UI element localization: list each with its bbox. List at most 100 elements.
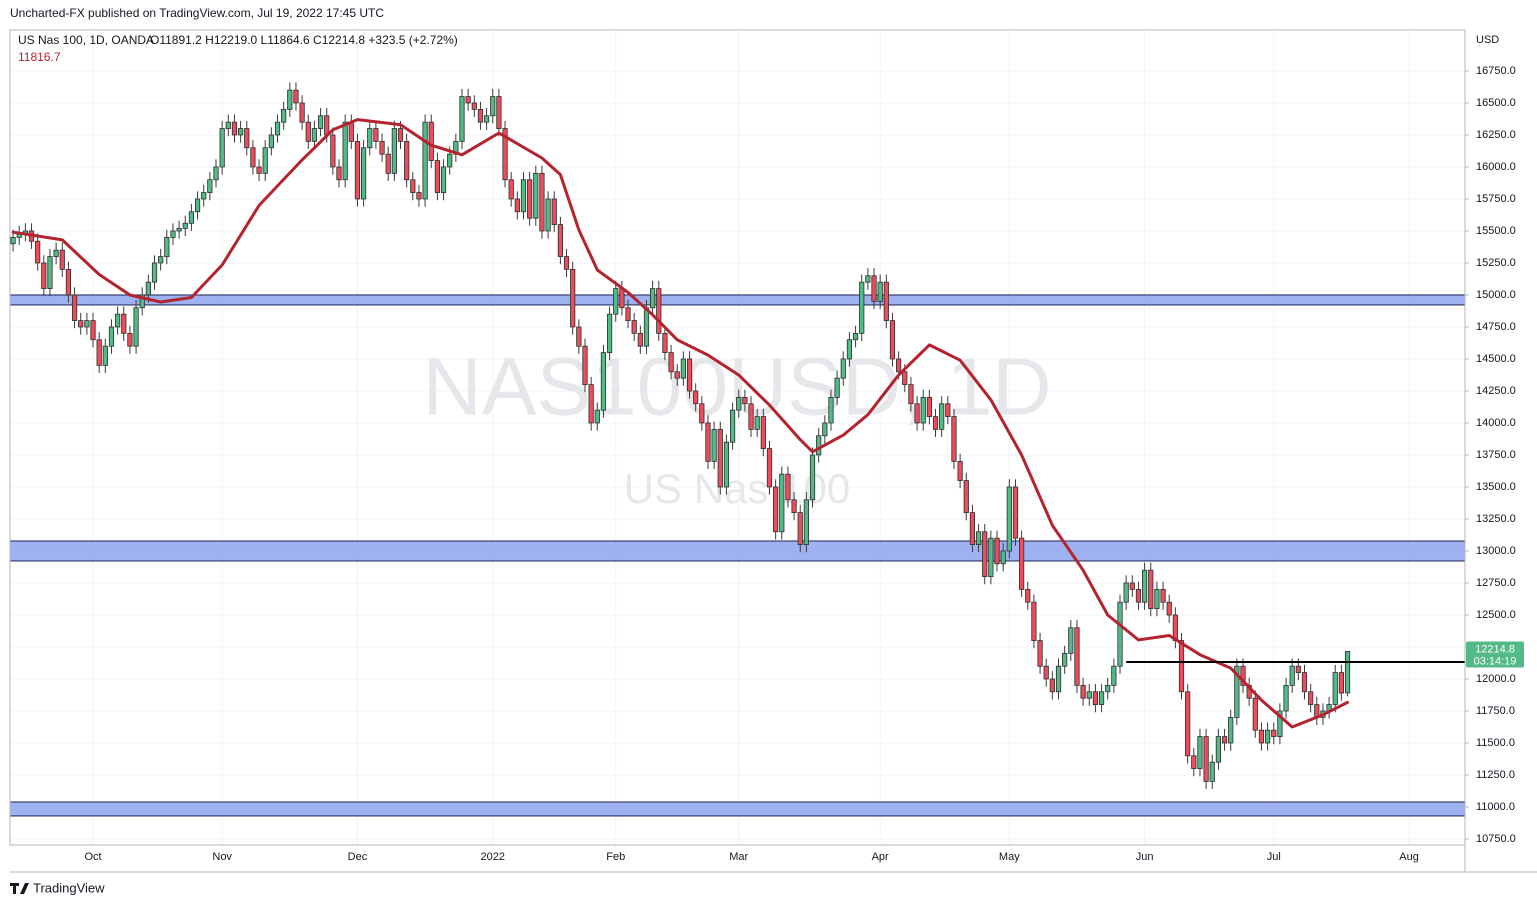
- candle-body: [1129, 582, 1135, 590]
- candle-body: [557, 224, 563, 257]
- candle-body: [139, 294, 145, 309]
- candle-body: [1252, 697, 1258, 731]
- candle-body: [686, 358, 693, 392]
- candle-body: [969, 512, 976, 545]
- candle-body: [693, 390, 699, 405]
- candle-body: [545, 198, 551, 232]
- candle-body: [932, 416, 939, 430]
- support-resistance-zone: [9, 294, 1466, 306]
- candle-body: [361, 147, 367, 200]
- candle-body: [1154, 588, 1160, 609]
- candle-body: [957, 460, 963, 481]
- y-tick-label: 13250.0: [1476, 513, 1516, 525]
- y-tick-label: 10750.0: [1476, 833, 1516, 845]
- y-tick-label: 16000.0: [1476, 161, 1516, 173]
- currency-label: USD: [1476, 34, 1499, 46]
- candle-body: [496, 96, 502, 129]
- candle-body: [1055, 665, 1062, 693]
- candle-body: [539, 172, 545, 232]
- candle-body: [1221, 736, 1228, 744]
- candle-body: [742, 396, 748, 405]
- candle-body: [975, 531, 982, 545]
- candle-body: [748, 403, 754, 430]
- ma-value: 11816.7: [18, 50, 61, 64]
- candle-body: [619, 288, 625, 309]
- candle-body: [176, 228, 182, 232]
- candle-body: [262, 147, 268, 174]
- candle-body: [723, 441, 730, 488]
- candle-body: [127, 332, 133, 347]
- candle-body: [373, 128, 379, 142]
- last-price-label: 12214.8: [1475, 643, 1515, 655]
- x-tick-label: Nov: [212, 851, 232, 863]
- candle-body: [1215, 736, 1222, 763]
- candle-body: [422, 121, 428, 200]
- candle-body: [471, 102, 477, 110]
- candle-body: [1185, 691, 1191, 757]
- candle-body: [219, 128, 225, 168]
- y-tick-label: 11250.0: [1476, 769, 1515, 781]
- candle-body: [1258, 729, 1265, 744]
- candle-body: [736, 396, 742, 411]
- logo-mark: [10, 883, 29, 894]
- x-tick-label: May: [999, 851, 1020, 863]
- candle-body: [367, 128, 373, 149]
- candle-body: [1135, 588, 1142, 603]
- candle-body: [330, 134, 336, 168]
- watermark: NAS100USD, 1D: [423, 342, 1052, 433]
- last-price-box: [1466, 641, 1524, 668]
- y-tick-label: 13750.0: [1476, 449, 1516, 461]
- y-tick-label: 13500.0: [1476, 481, 1516, 493]
- candle-body: [53, 249, 59, 257]
- footer-text: TradingView: [33, 880, 105, 895]
- candle-body: [1062, 652, 1068, 667]
- candle-body: [459, 96, 465, 142]
- y-tick-label: 12500.0: [1476, 609, 1516, 621]
- candle-body: [59, 249, 65, 270]
- candle-body: [231, 121, 238, 136]
- candle-body: [520, 179, 527, 213]
- candle-body: [299, 102, 305, 123]
- candle-body: [902, 371, 908, 385]
- candle-body: [1037, 640, 1043, 667]
- candle-body: [84, 320, 90, 328]
- candle-body: [1012, 486, 1019, 539]
- candle-body: [213, 166, 219, 181]
- y-tick-label: 14750.0: [1476, 321, 1516, 333]
- y-tick-label: 14500.0: [1476, 353, 1516, 365]
- symbol-header: US Nas 100, 1D, OANDA: [18, 33, 154, 47]
- candle-body: [35, 240, 41, 264]
- y-tick-label: 12000.0: [1476, 673, 1516, 685]
- candle-body: [256, 166, 262, 174]
- candle-body: [1264, 729, 1271, 744]
- candle-body: [816, 435, 822, 456]
- candle-body: [631, 320, 637, 334]
- candle-body: [680, 358, 686, 379]
- candle-body: [78, 320, 84, 328]
- candle-body: [490, 96, 496, 117]
- candle-body: [1271, 729, 1277, 737]
- candle-body: [440, 166, 447, 193]
- candle-body: [551, 198, 557, 225]
- candle-body: [527, 179, 533, 219]
- y-tick-label: 12750.0: [1476, 577, 1516, 589]
- x-tick-label: Feb: [606, 851, 625, 863]
- watermark-subtitle: US Nas 100: [624, 465, 850, 512]
- candle-body: [465, 96, 471, 104]
- candle-body: [404, 140, 410, 181]
- candle-body: [1043, 665, 1049, 680]
- candle-body: [287, 89, 293, 110]
- candle-body: [133, 307, 139, 347]
- attribution: Uncharted-FX published on TradingView.co…: [10, 6, 384, 20]
- candle-body: [1209, 761, 1215, 782]
- candle-body: [766, 448, 773, 488]
- candle-body: [705, 422, 711, 462]
- candle-body: [773, 486, 779, 533]
- candle-body: [41, 262, 47, 289]
- candle-body: [293, 89, 299, 104]
- candle-body: [1191, 755, 1197, 769]
- candle-body: [1332, 672, 1338, 705]
- candle-body: [158, 256, 164, 264]
